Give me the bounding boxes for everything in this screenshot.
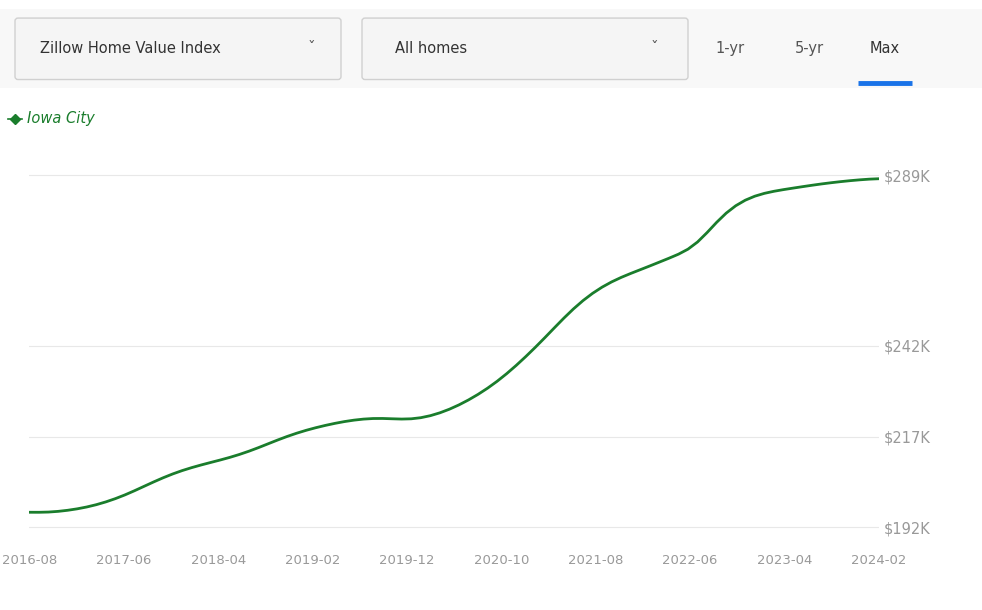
- Text: Iowa City: Iowa City: [27, 112, 95, 126]
- Text: ˇ: ˇ: [651, 41, 659, 56]
- Text: All homes: All homes: [395, 41, 467, 56]
- Text: ˇ: ˇ: [308, 41, 315, 56]
- FancyBboxPatch shape: [15, 18, 341, 79]
- Text: 1-yr: 1-yr: [715, 41, 744, 56]
- Text: Zillow Home Value Index: Zillow Home Value Index: [40, 41, 221, 56]
- Text: Max: Max: [870, 41, 900, 56]
- FancyBboxPatch shape: [362, 18, 688, 79]
- Text: 5-yr: 5-yr: [795, 41, 824, 56]
- FancyBboxPatch shape: [0, 9, 982, 88]
